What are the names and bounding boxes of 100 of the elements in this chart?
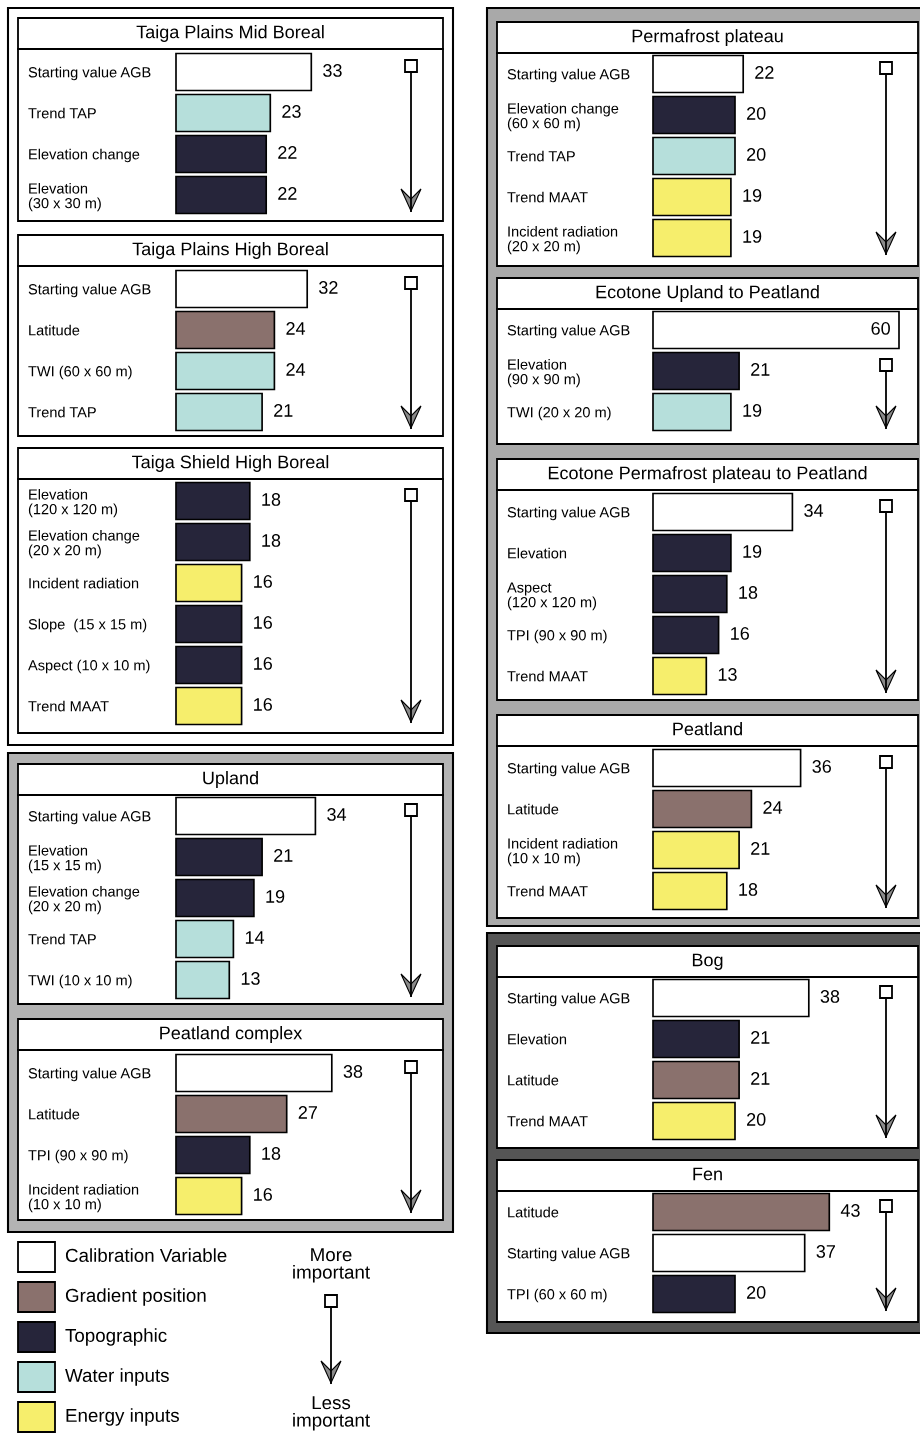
y-tick-label: TWI (20 x 20 m) bbox=[507, 406, 611, 421]
data-label: 34 bbox=[804, 504, 824, 517]
data-label: 20 bbox=[747, 1286, 766, 1299]
data-label: 16 bbox=[254, 616, 272, 629]
data-label: 38 bbox=[820, 990, 840, 1003]
y-tick-label: Elevation (120 x 120 m) bbox=[28, 488, 118, 518]
y-tick-label: Starting value AGB bbox=[507, 1247, 630, 1262]
data-label: 22 bbox=[755, 66, 774, 79]
data-label: 18 bbox=[262, 1147, 281, 1160]
text: Less important bbox=[293, 1396, 370, 1431]
data-label: 36 bbox=[812, 760, 831, 773]
y-tick-label: Latitude bbox=[29, 324, 80, 336]
data-label: 18 bbox=[739, 883, 758, 896]
data-label: 38 bbox=[343, 1065, 363, 1078]
y-tick-label: Elevation change bbox=[29, 148, 140, 163]
bar bbox=[175, 837, 263, 877]
bar bbox=[175, 1135, 251, 1175]
y-tick-label: Trend MAAT bbox=[507, 670, 588, 682]
bar bbox=[652, 789, 753, 829]
data-label: 22 bbox=[278, 146, 297, 159]
y-tick-label: TPI (90 x 90 m) bbox=[507, 629, 607, 644]
bar bbox=[652, 533, 732, 573]
bar bbox=[652, 492, 794, 532]
y-tick-label: Starting value AGB bbox=[507, 762, 630, 777]
data-label: 20 bbox=[747, 1113, 766, 1126]
bar bbox=[652, 748, 802, 788]
bar bbox=[175, 878, 255, 918]
y-tick-label: Starting value AGB bbox=[507, 68, 630, 83]
y-tick-label: Trend MAAT bbox=[507, 191, 588, 203]
bar bbox=[652, 574, 728, 614]
data-label: 20 bbox=[747, 107, 766, 120]
data-label: 21 bbox=[274, 849, 293, 862]
y-tick-label: Incident radiation (10 x 10 m) bbox=[28, 1183, 139, 1213]
y-tick-label: Elevation (30 x 30 m) bbox=[28, 182, 101, 212]
chart-title: Fen bbox=[693, 1167, 722, 1181]
y-tick-label: Incident radiation bbox=[29, 577, 139, 589]
y-tick-label: Aspect (120 x 120 m) bbox=[507, 582, 597, 611]
y-tick-label: Trend TAP bbox=[28, 107, 96, 119]
y-tick-label: Latitude bbox=[508, 1074, 559, 1086]
data-label: 27 bbox=[298, 1106, 317, 1119]
data-label: 19 bbox=[743, 189, 762, 202]
y-tick-label: Trend MAAT bbox=[28, 700, 109, 712]
y-tick-label: Latitude bbox=[508, 803, 559, 815]
y-tick-label: Starting value AGB bbox=[507, 506, 630, 521]
bar bbox=[175, 919, 235, 959]
chart-title: Ecotone Upland to Peatland bbox=[596, 285, 819, 302]
chart-title: Ecotone Permafrost plateau to Peatland bbox=[548, 466, 867, 483]
chart-title: Taiga Plains Mid Boreal bbox=[136, 25, 324, 42]
y-tick-label: Elevation change (20 x 20 m) bbox=[28, 529, 140, 559]
data-label: 18 bbox=[739, 586, 758, 599]
y-tick-label: Elevation change (20 x 20 m) bbox=[28, 885, 140, 915]
y-tick-label: Trend MAAT bbox=[507, 1115, 588, 1127]
y-tick-label: Trend TAP bbox=[28, 406, 96, 418]
data-label: 19 bbox=[743, 230, 762, 243]
chart-title: Upland bbox=[203, 771, 258, 788]
data-label: 23 bbox=[282, 105, 301, 118]
y-tick-label: Starting value AGB bbox=[28, 66, 151, 81]
chart-title: Taiga Shield High Boreal bbox=[132, 455, 329, 472]
chart-title: Taiga Plains High Boreal bbox=[132, 242, 328, 259]
category-label: Gradient position bbox=[65, 1288, 206, 1306]
data-label: 18 bbox=[262, 534, 281, 547]
data-label: 16 bbox=[254, 1188, 272, 1201]
y-tick-label: Trend MAAT bbox=[507, 885, 588, 897]
bar bbox=[652, 871, 728, 911]
chart-title: Bog bbox=[692, 953, 723, 970]
data-label: 43 bbox=[840, 1204, 860, 1217]
chart-title: Permafrost plateau bbox=[632, 29, 783, 46]
y-tick-label: Elevation change (60 x 60 m) bbox=[507, 102, 619, 132]
data-label: 21 bbox=[751, 1031, 770, 1044]
category-label: Water inputs bbox=[65, 1368, 169, 1386]
bar bbox=[175, 1094, 288, 1134]
data-label: 21 bbox=[751, 363, 770, 376]
category-label: Energy inputs bbox=[66, 1408, 179, 1426]
data-label: 20 bbox=[747, 148, 766, 161]
data-label: 24 bbox=[763, 801, 783, 814]
y-tick-label: TWI (10 x 10 m) bbox=[28, 974, 132, 989]
y-tick-label: Trend TAP bbox=[507, 150, 575, 162]
y-tick-label: Incident radiation (10 x 10 m) bbox=[507, 837, 618, 867]
data-label: 60 bbox=[871, 322, 890, 335]
data-label: 19 bbox=[743, 545, 762, 558]
y-tick-label: Starting value AGB bbox=[28, 810, 151, 825]
data-label: 19 bbox=[743, 404, 762, 417]
data-label: 32 bbox=[319, 281, 338, 294]
category-label: Calibration Variable bbox=[65, 1248, 227, 1263]
y-tick-label: Incident radiation (20 x 20 m) bbox=[507, 225, 618, 255]
y-tick-label: Elevation bbox=[508, 547, 567, 559]
data-label: 37 bbox=[816, 1245, 835, 1258]
category-label: Topographic bbox=[65, 1328, 167, 1346]
data-label: 19 bbox=[266, 890, 285, 903]
data-label: 18 bbox=[262, 493, 281, 506]
data-label: 21 bbox=[751, 842, 770, 855]
data-label: 22 bbox=[278, 187, 297, 200]
chart-title: Peatland complex bbox=[160, 1026, 303, 1043]
y-tick-label: TWI (60 x 60 m) bbox=[28, 365, 132, 380]
data-label: 14 bbox=[245, 931, 265, 944]
y-tick-label: TPI (60 x 60 m) bbox=[507, 1288, 607, 1303]
y-tick-label: Elevation (90 x 90 m) bbox=[507, 358, 580, 388]
bar bbox=[175, 1053, 333, 1093]
data-label: 13 bbox=[718, 668, 737, 681]
bar bbox=[175, 960, 231, 1000]
